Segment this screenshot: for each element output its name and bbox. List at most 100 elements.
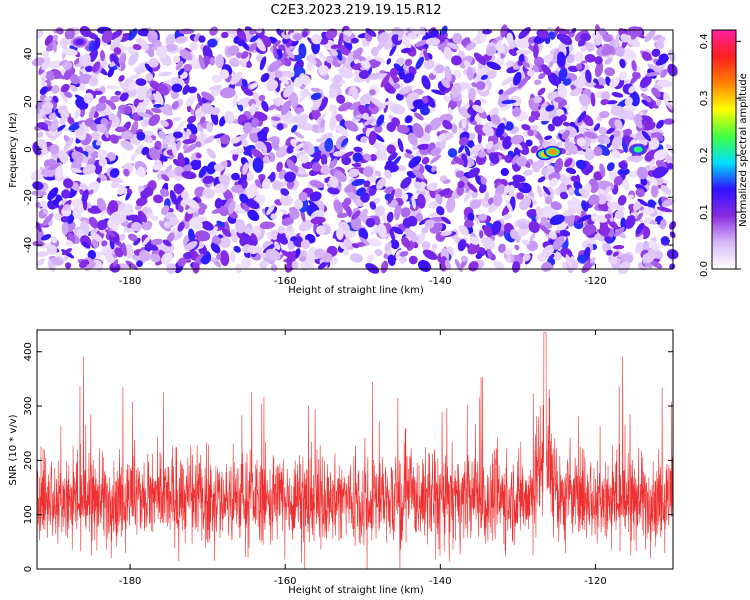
spectrogram-cell <box>350 37 359 44</box>
spectrogram-cell <box>396 124 410 134</box>
spectrogram-cell <box>651 87 661 98</box>
spectrogram-cell <box>262 155 270 164</box>
spectrogram-cell <box>265 248 281 261</box>
spectrogram-cell <box>650 260 663 269</box>
spectrogram-cell <box>230 251 236 263</box>
colorbar-tick-label: 0.3 <box>699 90 710 106</box>
spectrogram-cell <box>248 42 258 52</box>
spectrogram-cell <box>198 35 206 43</box>
spectrogram-cell <box>349 101 362 110</box>
spectrogram-cell <box>101 240 108 247</box>
spectrogram-cell <box>292 143 304 151</box>
spectrogram-cell <box>74 108 81 119</box>
spectrogram-cell <box>618 161 628 170</box>
spectrogram-cell <box>564 157 573 168</box>
spectrogram-cell <box>365 217 376 228</box>
spectrogram-cell <box>281 100 292 116</box>
spectrogram-cell <box>536 185 543 198</box>
y-tick-label: 400 <box>23 342 34 361</box>
spectrogram-cell <box>613 175 623 186</box>
spectrogram-cell <box>258 173 266 179</box>
spectrogram-cell <box>286 159 297 173</box>
snr-x-label: Height of straight line (km) <box>288 585 424 596</box>
spectrogram-cell <box>209 26 219 36</box>
spectrogram-cell <box>417 232 426 245</box>
spectrogram-cell <box>384 241 392 252</box>
spectrogram-cell <box>347 52 355 63</box>
spectrogram-cell <box>374 170 382 177</box>
spectrogram-cell <box>443 94 451 103</box>
spectrogram-cell <box>258 94 266 102</box>
spectrogram-cell <box>359 236 370 246</box>
spectrogram-cell <box>576 63 583 71</box>
spectrogram-cell <box>521 239 530 246</box>
spectrogram-cell <box>46 162 61 172</box>
spectrogram-cell <box>332 150 346 157</box>
spectrogram-cell <box>444 259 451 271</box>
spectrogram-cell <box>655 132 664 141</box>
spectrogram-cell <box>139 249 151 262</box>
spectrogram-cell <box>185 198 200 209</box>
spectrogram-cell <box>351 210 361 220</box>
spectrogram-cell <box>294 165 299 174</box>
spectrogram-cell <box>467 212 475 222</box>
spectrogram-cell <box>124 243 134 259</box>
spectrogram-cell <box>338 66 353 79</box>
spectrogram-cell <box>665 155 673 164</box>
spectrogram-cell <box>641 130 651 142</box>
spectrogram-cell <box>37 131 44 138</box>
spectrogram-cell <box>118 184 130 196</box>
spectrogram-cell <box>249 82 258 89</box>
spectrogram-cell <box>430 147 442 157</box>
spectrogram-cell <box>250 103 256 116</box>
spectrogram-cell <box>294 106 303 113</box>
spectrogram-cell <box>415 56 425 70</box>
spectrogram-cell <box>572 262 579 271</box>
spectrogram-cell <box>206 161 217 175</box>
spectrogram-cell <box>311 34 322 45</box>
spectrogram-cell <box>189 217 203 230</box>
spectrogram-cell <box>650 184 659 198</box>
spectrogram-cell <box>401 35 412 49</box>
spectrogram-cell <box>141 97 151 108</box>
spectrogram-cell <box>369 201 377 210</box>
spectrogram-cell <box>39 86 48 95</box>
spectrogram-cell <box>363 153 372 162</box>
spectrogram-cell <box>72 210 83 220</box>
spectrogram-cell <box>171 116 182 122</box>
spectrogram-cell <box>464 145 471 157</box>
spectrogram-cell <box>62 48 78 56</box>
spectrogram-cell <box>44 96 52 102</box>
spectrogram-cell <box>498 243 506 253</box>
spectrogram-cell <box>95 140 102 146</box>
spectrogram-cell <box>252 157 264 173</box>
spectrogram-cell <box>486 246 492 259</box>
spectrogram-cell <box>281 70 295 78</box>
spectrogram-cell <box>607 218 619 230</box>
spectrogram-cell <box>495 122 505 138</box>
spectrogram-cell <box>483 191 490 202</box>
spectrogram-cell <box>132 44 142 51</box>
spectrogram-cell <box>215 54 225 69</box>
spectrogram-cell <box>52 95 59 103</box>
spectrogram-cell <box>171 101 179 110</box>
spectrogram-cell <box>460 255 468 263</box>
snr-y-ticks: 0 100 200 300 400 <box>23 342 673 572</box>
spectrogram-cell <box>299 74 311 86</box>
spectrogram-cell <box>298 43 307 59</box>
spectrogram-cell <box>316 50 326 61</box>
spectrogram-cell <box>242 122 253 134</box>
spectrogram-cell <box>124 106 133 115</box>
spectrogram-cell <box>512 106 522 117</box>
spectrogram-cell <box>511 261 521 273</box>
spectrogram-cell <box>83 92 94 104</box>
spectrogram-cell <box>283 84 294 98</box>
spectrogram-cell <box>600 99 609 106</box>
spectrogram-cell <box>87 250 97 260</box>
spectrogram-cell <box>624 97 633 106</box>
spectrogram-cell <box>508 184 515 198</box>
spectrogram-cell <box>572 196 584 211</box>
spectrogram-cell <box>365 263 380 274</box>
spectrogram-cell <box>321 133 333 139</box>
